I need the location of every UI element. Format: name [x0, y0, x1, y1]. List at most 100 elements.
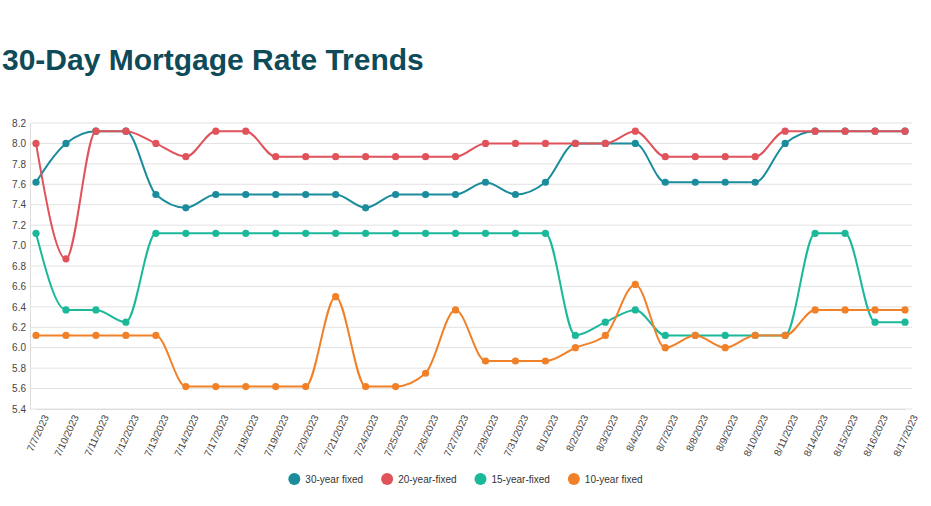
x-tick: 8/10/2023 [741, 409, 770, 458]
marker [542, 179, 549, 186]
y-tick-label: 6.6 [12, 281, 26, 292]
marker [32, 230, 39, 237]
x-tick-label: 7/14/2023 [172, 413, 201, 458]
marker [602, 319, 609, 326]
marker [841, 128, 848, 135]
x-tick-label: 8/15/2023 [831, 413, 860, 458]
legend-swatch [568, 473, 580, 485]
y-tick: 5.4 [12, 404, 30, 415]
marker [452, 191, 459, 198]
marker [752, 332, 759, 339]
grid-line [30, 163, 912, 164]
x-tick: 8/9/2023 [714, 409, 741, 453]
marker [422, 191, 429, 198]
x-tick-label: 8/11/2023 [772, 413, 801, 458]
marker [602, 332, 609, 339]
y-tick: 6.4 [12, 302, 30, 313]
x-axis: 7/7/20237/10/20237/11/20237/12/20237/13/… [24, 409, 920, 458]
y-tick-label: 7.2 [12, 220, 26, 231]
marker [812, 306, 819, 313]
grid-line [30, 409, 912, 410]
marker [32, 332, 39, 339]
y-tick: 6.2 [12, 322, 30, 333]
x-tick-label: 7/17/2023 [202, 413, 231, 458]
marker [452, 230, 459, 237]
y-tick: 5.6 [12, 383, 30, 394]
x-tick: 8/8/2023 [684, 409, 711, 453]
x-tick-label: 7/28/2023 [472, 413, 501, 458]
marker [692, 332, 699, 339]
series-markers [32, 128, 908, 263]
x-tick-label: 7/31/2023 [502, 413, 531, 458]
marker [302, 383, 309, 390]
x-tick: 8/16/2023 [861, 409, 890, 458]
marker [871, 128, 878, 135]
marker [242, 128, 249, 135]
series-markers [32, 281, 908, 390]
x-tick: 7/7/2023 [24, 409, 51, 453]
legend-item: 10-year fixed [568, 473, 643, 485]
x-tick: 8/3/2023 [594, 409, 621, 453]
marker [512, 357, 519, 364]
marker [482, 179, 489, 186]
marker [272, 153, 279, 160]
marker [212, 230, 219, 237]
marker [752, 332, 759, 339]
marker [242, 230, 249, 237]
x-tick: 8/7/2023 [654, 409, 681, 453]
marker [782, 128, 789, 135]
marker [662, 332, 669, 339]
x-tick-label: 8/1/2023 [534, 413, 561, 453]
x-tick: 7/24/2023 [352, 409, 381, 458]
marker [632, 140, 639, 147]
y-tick-label: 7.4 [12, 199, 26, 210]
marker [62, 140, 69, 147]
series-line [36, 131, 905, 208]
marker [32, 140, 39, 147]
x-tick-label: 7/24/2023 [352, 413, 381, 458]
grid-line [30, 266, 912, 267]
marker [722, 153, 729, 160]
marker [122, 128, 129, 135]
y-tick-label: 5.6 [12, 383, 26, 394]
grid-line [30, 225, 912, 226]
x-tick: 8/11/2023 [772, 409, 801, 458]
grid-line [30, 388, 912, 389]
x-tick-label: 7/18/2023 [232, 413, 261, 458]
marker [152, 140, 159, 147]
x-tick: 8/1/2023 [534, 409, 561, 453]
legend-label: 20-year-fixed [398, 474, 456, 485]
marker [392, 383, 399, 390]
grid-line [30, 286, 912, 287]
marker [362, 153, 369, 160]
marker [572, 140, 579, 147]
marker [812, 128, 819, 135]
x-tick: 8/15/2023 [831, 409, 860, 458]
marker [901, 128, 908, 135]
marker [422, 153, 429, 160]
y-tick-label: 7.0 [12, 240, 26, 251]
x-tick-label: 7/7/2023 [24, 413, 51, 453]
marker [871, 306, 878, 313]
x-tick-label: 7/20/2023 [292, 413, 321, 458]
legend-item: 30-year fixed [288, 473, 363, 485]
x-tick-label: 7/19/2023 [262, 413, 291, 458]
marker [602, 140, 609, 147]
marker [152, 191, 159, 198]
y-tick: 7.0 [12, 240, 30, 251]
x-tick-label: 8/16/2023 [861, 413, 890, 458]
x-tick-label: 8/8/2023 [684, 413, 711, 453]
marker [272, 230, 279, 237]
marker [422, 230, 429, 237]
x-tick: 7/14/2023 [172, 409, 201, 458]
grid [30, 123, 912, 409]
x-tick-label: 8/9/2023 [714, 413, 741, 453]
marker [92, 128, 99, 135]
marker [841, 128, 848, 135]
marker [362, 230, 369, 237]
marker [242, 383, 249, 390]
marker [782, 140, 789, 147]
x-tick: 7/26/2023 [412, 409, 441, 458]
marker [632, 128, 639, 135]
x-tick-label: 7/26/2023 [412, 413, 441, 458]
